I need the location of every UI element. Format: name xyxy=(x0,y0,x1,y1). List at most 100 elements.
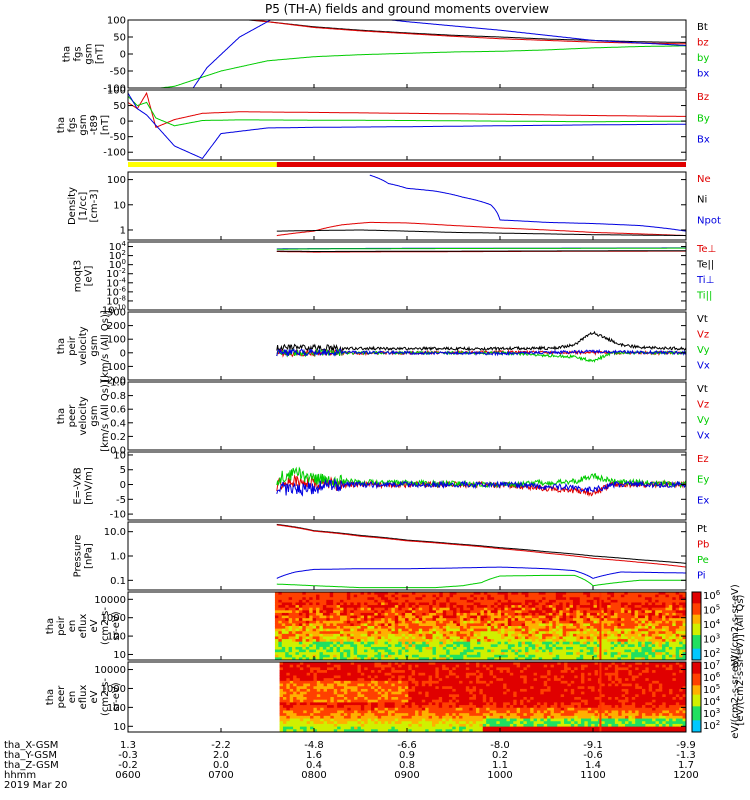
spectrogram-cell xyxy=(620,626,625,630)
spectrogram-cell xyxy=(631,657,636,660)
spectrogram-cell xyxy=(579,615,584,619)
spectrogram-cell xyxy=(514,644,519,648)
spectrogram-cell xyxy=(507,599,512,604)
spectrogram-cell xyxy=(590,618,595,622)
spectrogram-cell xyxy=(299,705,304,709)
spectrogram-cell xyxy=(306,729,311,732)
y-axis-label: tha xyxy=(62,46,73,62)
spectrogram-cell xyxy=(279,686,284,690)
y-tick-label: 0 xyxy=(120,480,126,491)
spectrogram-cell xyxy=(288,597,293,601)
spectrogram-cell xyxy=(408,602,413,606)
spectrogram-cell xyxy=(288,654,293,658)
spectrogram-cell xyxy=(672,602,677,606)
spectrogram-cell xyxy=(631,623,636,627)
spectrogram-cell xyxy=(425,664,430,668)
spectrogram-cell xyxy=(445,718,450,722)
spectrogram-cell xyxy=(343,723,348,728)
spectrogram-cell xyxy=(319,649,324,653)
spectrogram-cell xyxy=(350,657,355,660)
spectrogram-cell xyxy=(286,721,291,725)
spectrogram-cell xyxy=(476,729,481,732)
spectrogram-cell xyxy=(448,702,453,706)
spectrogram-cell xyxy=(305,646,310,651)
spectrogram-cell xyxy=(303,715,308,720)
spectrogram-cell xyxy=(289,680,294,685)
spectrogram-cell xyxy=(675,597,680,601)
spectrogram-cell xyxy=(538,639,543,643)
spectrogram-cell xyxy=(465,707,470,712)
spectrogram-cell xyxy=(394,718,399,722)
spectrogram-cell xyxy=(631,639,636,643)
spectrogram-cell xyxy=(459,592,464,596)
spectrogram-cell xyxy=(411,715,416,720)
spectrogram-cell xyxy=(542,599,547,604)
spectrogram-cell xyxy=(497,652,502,656)
spectrogram-cell xyxy=(679,626,684,630)
spectrogram-cell xyxy=(371,721,376,725)
spectrogram-cell xyxy=(333,683,338,687)
spectrogram-cell xyxy=(466,618,471,622)
spectrogram-cell xyxy=(446,639,451,643)
spectrogram-cell xyxy=(279,729,284,732)
spectrogram-cell xyxy=(381,636,386,640)
spectrogram-cell xyxy=(320,691,325,695)
spectrogram-cell xyxy=(641,607,646,611)
spectrogram-cell xyxy=(364,683,369,687)
spectrogram-cell xyxy=(665,623,670,627)
spectrogram-cell xyxy=(600,657,605,660)
spectrogram-cell xyxy=(415,726,420,730)
spectrogram-cell xyxy=(340,605,345,609)
spectrogram-cell xyxy=(367,597,372,601)
spectrogram-cell xyxy=(555,592,560,596)
spectrogram-cell xyxy=(313,705,318,709)
spectrogram-cell xyxy=(624,612,629,617)
spectrogram-cell xyxy=(405,639,410,643)
spectrogram-cell xyxy=(309,649,314,653)
figure-title: P5 (TH-A) fields and ground moments over… xyxy=(265,2,549,16)
spectrogram-cell xyxy=(281,607,286,611)
spectrogram-cell xyxy=(614,618,619,622)
spectrogram-cell xyxy=(288,639,293,643)
spectrogram-cell xyxy=(387,723,392,728)
spectrogram-cell xyxy=(303,707,308,712)
spectrogram-cell xyxy=(668,599,673,604)
spectrogram-cell xyxy=(507,623,512,627)
spectrogram-cell xyxy=(374,633,379,638)
spectrogram-cell xyxy=(310,675,315,679)
spectrogram-cell xyxy=(322,628,327,632)
spectrogram-cell xyxy=(322,599,327,604)
spectrogram-cell xyxy=(542,620,547,624)
spectrogram-cell xyxy=(340,597,345,601)
spectrogram-cell xyxy=(303,664,308,668)
spectrogram-cell xyxy=(398,694,403,698)
spectrogram-cell xyxy=(422,646,427,651)
spectrogram-cell xyxy=(466,599,471,604)
spectrogram-cell xyxy=(651,610,656,614)
spectrogram-cell xyxy=(415,592,420,596)
spectrogram-cell xyxy=(337,664,342,668)
spectrogram-cell xyxy=(448,707,453,712)
spectrogram-cell xyxy=(418,626,423,630)
spectrogram-cell xyxy=(411,672,416,677)
spectrogram-cell xyxy=(672,599,677,604)
spectrogram-cell xyxy=(438,723,443,728)
spectrogram-cell xyxy=(274,623,279,627)
spectrogram-cell xyxy=(326,657,331,660)
spectrogram-cell xyxy=(472,697,477,701)
spectrogram-cell xyxy=(346,594,351,598)
spectrogram-cell xyxy=(586,620,591,624)
spectrogram-cell xyxy=(387,644,393,648)
spectrogram-cell xyxy=(511,633,516,638)
spectrogram-cell xyxy=(408,623,413,627)
spectrogram-cell xyxy=(357,657,362,660)
spectrogram-cell xyxy=(583,644,588,648)
spectrogram-cell xyxy=(494,610,499,614)
spectrogram-cell xyxy=(425,628,430,632)
spectrogram-cell xyxy=(337,710,342,714)
spectrogram-cell xyxy=(634,646,639,651)
spectrogram-cell xyxy=(346,636,351,640)
spectrogram-cell xyxy=(449,633,454,638)
spectrogram-cell xyxy=(583,592,588,596)
spectrogram-cell xyxy=(511,620,516,624)
